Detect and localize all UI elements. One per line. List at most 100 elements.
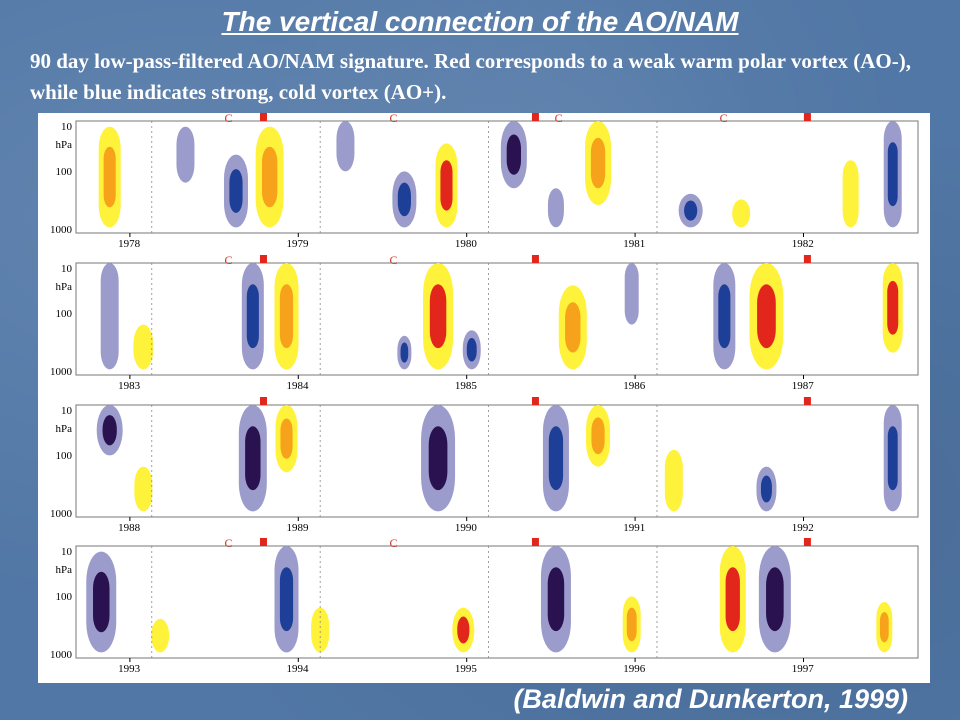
year-label: 1978: [118, 238, 141, 250]
contour-core: [229, 169, 243, 213]
warming-c-marker: C: [390, 253, 398, 267]
warming-event-marker: [803, 113, 811, 121]
contour-core: [261, 146, 278, 208]
warming-event-marker: [531, 255, 539, 263]
warming-c-marker: C: [390, 113, 398, 125]
ao-nam-panels: 10 hPa 100 1000 1978 1979 1980 1981 1982 C C C C 10 hP…: [50, 113, 919, 675]
panel-frame: [75, 404, 919, 518]
year-label: 1991: [623, 522, 645, 534]
contour-core: [279, 284, 294, 349]
contour-core: [466, 338, 477, 362]
panel-frame: [75, 120, 919, 234]
panel-3: 10 hPa 100 1000 1988 1989 1990 1991 1992: [50, 397, 919, 534]
year-label: 1980: [455, 238, 478, 250]
pressure-label: 1000: [50, 366, 73, 378]
warming-event-marker: [531, 113, 539, 121]
panel-1: 10 hPa 100 1000 1978 1979 1980 1981 1982 C C C C: [50, 113, 919, 250]
citation: (Baldwin and Dunkerton, 1999): [513, 684, 908, 714]
warming-event-marker: [803, 397, 811, 405]
contour-core: [887, 280, 899, 335]
year-label: 1983: [118, 380, 141, 392]
contour-region: [624, 263, 639, 325]
year-label: 1986: [623, 380, 646, 392]
year-label: 1981: [623, 238, 645, 250]
pressure-label: hPa: [56, 281, 73, 293]
contour-core: [103, 146, 116, 208]
contour-core: [565, 302, 581, 353]
contour-core: [457, 616, 470, 644]
year-label: 1984: [287, 380, 310, 392]
contour-core: [279, 567, 294, 632]
contour-core: [760, 475, 772, 503]
year-label: 1990: [455, 522, 478, 534]
year-label: 1995: [455, 663, 478, 675]
warming-event-marker: [259, 113, 267, 121]
contour-region: [336, 121, 355, 172]
pressure-label: 10: [61, 121, 73, 133]
warming-c-marker: C: [390, 536, 398, 550]
slide-subtitle: 90 day low-pass-filtered AO/NAM signatur…: [30, 49, 911, 104]
ao-nam-figure: 10 hPa 100 1000 1978 1979 1980 1981 1982 C C C C 10 hP…: [38, 113, 930, 683]
panel-4: 10 hPa 100 1000 1993 1994 1995 1996 1997 C C: [50, 536, 919, 675]
contour-core: [397, 182, 411, 217]
pressure-label: hPa: [56, 423, 73, 435]
contour-region: [133, 324, 154, 370]
pressure-label: 10: [61, 263, 73, 275]
warming-event-marker: [803, 255, 811, 263]
contour-region: [311, 607, 330, 653]
pressure-label: 1000: [50, 224, 73, 236]
warming-event-marker: [259, 538, 267, 546]
contour-core: [506, 134, 521, 175]
contour-region: [547, 188, 564, 228]
contour-region: [151, 618, 170, 653]
warming-c-marker: C: [225, 253, 233, 267]
pressure-label: 10: [61, 405, 73, 417]
pressure-label: 100: [56, 591, 73, 603]
contour-core: [429, 284, 447, 349]
warming-event-marker: [259, 255, 267, 263]
contour-core: [102, 415, 117, 446]
panel-frame: [75, 545, 919, 659]
year-label: 1993: [118, 663, 141, 675]
year-label: 1985: [455, 380, 478, 392]
contour-core: [887, 142, 898, 207]
year-label: 1997: [792, 663, 815, 675]
warming-event-marker: [531, 538, 539, 546]
warming-c-marker: C: [555, 113, 563, 125]
pressure-label: 10: [61, 546, 73, 558]
contour-core: [246, 284, 259, 349]
contour-core: [684, 200, 698, 221]
year-label: 1989: [287, 522, 310, 534]
contour-core: [548, 426, 564, 491]
contour-core: [428, 426, 448, 491]
pressure-label: hPa: [56, 564, 73, 576]
contour-core: [757, 284, 776, 349]
warming-event-marker: [259, 397, 267, 405]
contour-core: [440, 160, 453, 211]
contour-core: [547, 567, 565, 632]
contour-core: [280, 418, 293, 459]
pressure-label: 100: [56, 450, 73, 462]
year-label: 1987: [792, 380, 815, 392]
year-label: 1988: [118, 522, 141, 534]
slide-title: The vertical connection of the AO/NAM: [221, 6, 739, 37]
panel-2: 10 hPa 100 1000 1983 1984 1985 1986 1987 C C: [50, 253, 919, 392]
pressure-label: 1000: [50, 508, 73, 520]
contour-region: [664, 449, 683, 512]
panel-frame: [75, 262, 919, 376]
warming-c-marker: C: [225, 113, 233, 125]
contour-core: [591, 417, 605, 455]
warming-event-marker: [803, 538, 811, 546]
contour-region: [176, 126, 195, 183]
contour-core: [879, 612, 889, 643]
year-label: 1992: [792, 522, 814, 534]
contour-core: [766, 567, 784, 632]
year-label: 1982: [792, 238, 814, 250]
contour-core: [245, 426, 261, 491]
pressure-label: 100: [56, 166, 73, 178]
contour-region: [134, 466, 153, 512]
pressure-label: 1000: [50, 649, 73, 661]
pressure-label: hPa: [56, 139, 73, 151]
warming-event-marker: [531, 397, 539, 405]
warming-c-marker: C: [720, 113, 728, 125]
